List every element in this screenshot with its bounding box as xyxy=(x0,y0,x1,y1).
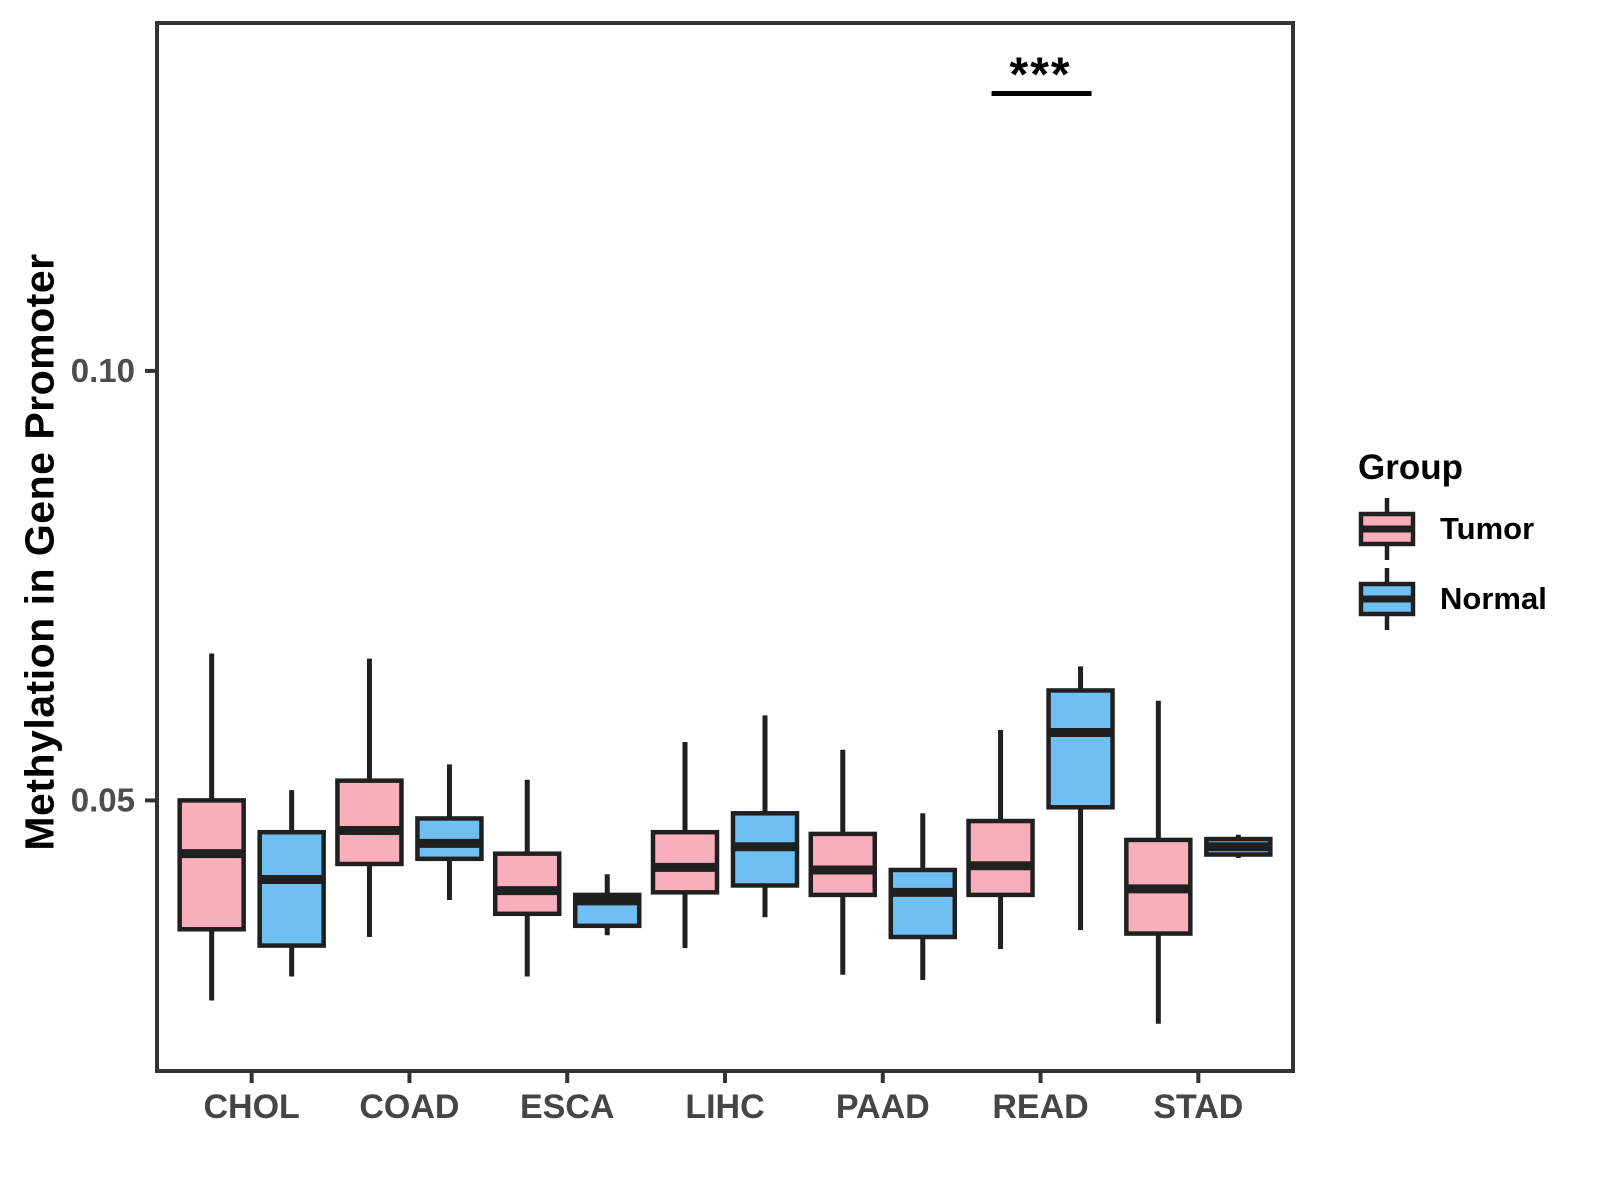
x-tick-label-ESCA: ESCA xyxy=(520,1088,614,1126)
x-tick-label-READ: READ xyxy=(992,1088,1088,1126)
y-tick-label-0.05: 0.05 xyxy=(71,781,135,818)
normal-paad-box xyxy=(888,867,958,940)
tumor-read-box xyxy=(966,818,1035,898)
boxplot-esca-tumor xyxy=(492,779,562,977)
normal-coad-box xyxy=(415,816,484,862)
boxplot-lihc-tumor xyxy=(650,741,720,949)
tumor-esca-box xyxy=(492,851,562,917)
legend-label-tumor: Tumor xyxy=(1440,511,1535,546)
legend: Group Tumor Normal xyxy=(1358,448,1547,636)
legend-entries: Tumor Normal xyxy=(1358,496,1547,636)
legend-key-normal-icon xyxy=(1358,568,1416,630)
legend-title: Group xyxy=(1358,448,1463,487)
tumor-lihc-box xyxy=(650,829,720,895)
boxplot-stad-tumor xyxy=(1124,700,1193,1024)
boxplot-lihc-normal xyxy=(730,715,800,918)
boxplot-chol-tumor xyxy=(177,653,246,1001)
boxplot-coad-normal xyxy=(415,764,484,901)
legend-label-normal: Normal xyxy=(1440,581,1547,616)
x-tick-label-CHOL: CHOL xyxy=(204,1088,300,1126)
y-axis-title: Methylation in Gene Promoter xyxy=(16,253,63,851)
boxplot-coad-tumor xyxy=(335,658,404,937)
legend-entry-normal: Normal xyxy=(1358,566,1547,632)
y-tick-label-0.10: 0.10 xyxy=(71,352,135,389)
x-tick-label-PAAD: PAAD xyxy=(836,1088,930,1126)
legend-key-tumor-icon xyxy=(1358,498,1416,560)
legend-entry-tumor: Tumor xyxy=(1358,496,1547,562)
x-tick-label-STAD: STAD xyxy=(1153,1088,1243,1126)
tumor-chol-box xyxy=(177,798,246,932)
normal-chol-box xyxy=(257,829,326,948)
normal-read-box xyxy=(1046,688,1115,810)
boxplot-paad-tumor xyxy=(808,749,878,975)
significance-stars: *** xyxy=(1010,49,1072,102)
panel-border xyxy=(155,21,1295,1073)
boxplot-read-normal xyxy=(1046,666,1115,931)
boxplot-paad-normal xyxy=(888,813,958,980)
boxplot-esca-normal xyxy=(572,874,642,936)
x-tick-label-LIHC: LIHC xyxy=(685,1088,764,1126)
tumor-paad-box xyxy=(808,831,878,898)
boxplot-chol-normal xyxy=(257,790,326,977)
boxplot-read-tumor xyxy=(966,729,1035,950)
x-tick-label-COAD: COAD xyxy=(359,1088,459,1126)
tumor-coad-box xyxy=(335,778,404,867)
boxplot-stad-normal xyxy=(1204,834,1273,858)
